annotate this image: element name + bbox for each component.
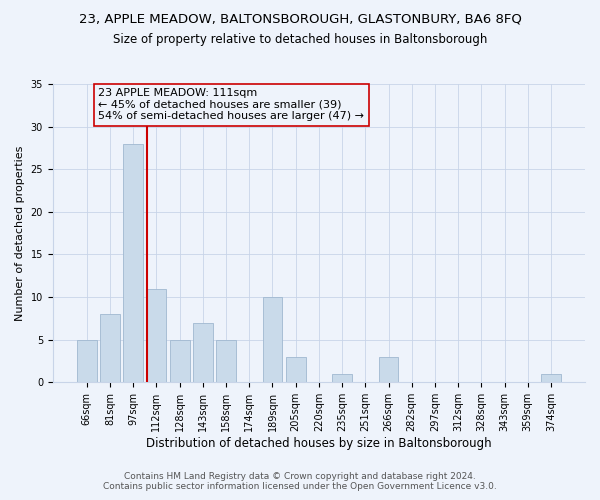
Bar — [332, 374, 352, 382]
Bar — [100, 314, 120, 382]
Bar — [263, 297, 283, 382]
Text: Contains HM Land Registry data © Crown copyright and database right 2024.: Contains HM Land Registry data © Crown c… — [124, 472, 476, 481]
Bar — [216, 340, 236, 382]
Bar — [146, 288, 166, 382]
Bar — [124, 144, 143, 382]
Bar — [170, 340, 190, 382]
Bar — [541, 374, 561, 382]
Text: Contains public sector information licensed under the Open Government Licence v3: Contains public sector information licen… — [103, 482, 497, 491]
Text: Size of property relative to detached houses in Baltonsborough: Size of property relative to detached ho… — [113, 32, 487, 46]
X-axis label: Distribution of detached houses by size in Baltonsborough: Distribution of detached houses by size … — [146, 437, 492, 450]
Bar — [77, 340, 97, 382]
Bar — [379, 357, 398, 382]
Y-axis label: Number of detached properties: Number of detached properties — [15, 146, 25, 321]
Bar — [286, 357, 305, 382]
Bar — [193, 322, 213, 382]
Text: 23, APPLE MEADOW, BALTONSBOROUGH, GLASTONBURY, BA6 8FQ: 23, APPLE MEADOW, BALTONSBOROUGH, GLASTO… — [79, 12, 521, 26]
Text: 23 APPLE MEADOW: 111sqm
← 45% of detached houses are smaller (39)
54% of semi-de: 23 APPLE MEADOW: 111sqm ← 45% of detache… — [98, 88, 364, 122]
